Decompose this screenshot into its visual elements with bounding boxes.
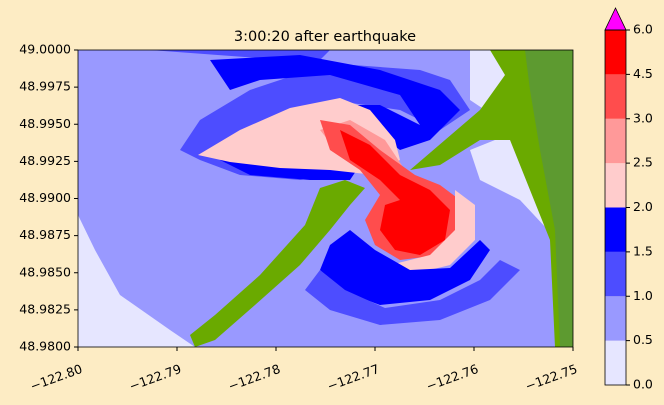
x-tick-label: −122.80 [28, 361, 84, 394]
colorbar-segment [605, 340, 626, 385]
colorbar-tick-label: 6.0 [633, 22, 653, 37]
y-tick-label: 48.9850 [19, 264, 71, 279]
y-tick-label: 49.0000 [19, 42, 71, 57]
y-tick-label: 48.9950 [19, 116, 71, 131]
colorbar-segment [605, 251, 626, 297]
colorbar-segment [605, 30, 626, 75]
colorbar-segment [605, 207, 626, 252]
colorbar-segment [605, 296, 626, 341]
y-tick-label: 48.9825 [19, 301, 71, 316]
colorbar-tick-label: 1.5 [633, 243, 653, 258]
y-tick-label: 48.9900 [19, 190, 71, 205]
x-tick-label: −122.79 [127, 361, 183, 394]
y-tick-label: 48.9875 [19, 227, 71, 242]
colorbar-segment [605, 118, 626, 164]
colorbar-tick-label: 0.0 [633, 377, 653, 392]
x-tick-label: −122.78 [226, 361, 282, 394]
x-tick-label: −122.76 [424, 361, 480, 394]
colorbar-segment [605, 163, 626, 208]
colorbar-tick-label: 2.0 [633, 199, 653, 214]
colorbar-tick-label: 4.5 [633, 66, 653, 81]
y-tick-label: 48.9925 [19, 153, 71, 168]
colorbar-segment [605, 74, 626, 119]
colorbar-extend [604, 7, 627, 31]
y-tick-label: 48.9975 [19, 79, 71, 94]
x-tick-label: −122.75 [523, 361, 579, 394]
map-field [78, 50, 573, 347]
colorbar-tick-label: 3.0 [633, 110, 653, 125]
y-tick-label: 48.9800 [19, 339, 71, 354]
chart-title: 3:00:20 after earthquake [234, 29, 416, 45]
x-tick-label: −122.77 [325, 361, 381, 394]
colorbar-tick-label: 0.5 [633, 332, 653, 347]
colorbar-tick-label: 2.5 [633, 155, 653, 170]
colorbar-tick-label: 1.0 [633, 288, 653, 303]
